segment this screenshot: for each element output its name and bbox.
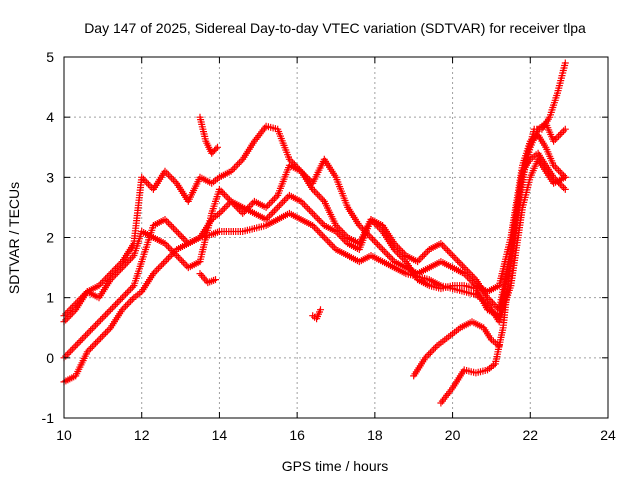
grid-layer <box>64 57 608 418</box>
x-tick-label: 12 <box>134 427 150 443</box>
y-axis-label: SDTVAR / TECUs <box>6 182 22 294</box>
y-tick-label: 3 <box>46 169 54 185</box>
series-track-5 <box>196 113 221 157</box>
y-tick-label: 2 <box>46 230 54 246</box>
y-tick-label: 4 <box>46 109 54 125</box>
series-layer <box>60 59 569 407</box>
x-tick-label: 14 <box>212 427 228 443</box>
x-tick-label: 10 <box>56 427 72 443</box>
x-axis-label: GPS time / hours <box>282 458 389 474</box>
y-tick-label: 1 <box>46 290 54 306</box>
series-track-8 <box>410 318 503 380</box>
y-tick-label: -1 <box>42 410 55 426</box>
x-tick-label: 24 <box>600 427 616 443</box>
y-tick-label: 0 <box>46 350 54 366</box>
series-track-7 <box>309 306 324 323</box>
y-tick-label: 5 <box>46 49 54 65</box>
x-tick-label: 18 <box>367 427 383 443</box>
chart-title: Day 147 of 2025, Sidereal Day-to-day VTE… <box>84 20 586 36</box>
x-tick-label: 20 <box>445 427 461 443</box>
x-tick-label: 22 <box>522 427 538 443</box>
series-track-9 <box>437 59 569 407</box>
x-tick-label: 16 <box>289 427 305 443</box>
series-track-6 <box>196 270 219 287</box>
